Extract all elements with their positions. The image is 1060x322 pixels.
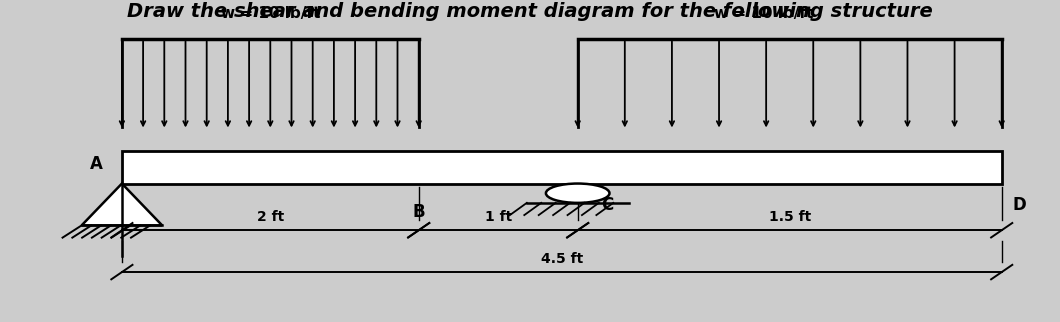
Text: w = 10 lb/ft: w = 10 lb/ft <box>220 6 320 21</box>
Text: 1.5 ft: 1.5 ft <box>768 210 811 224</box>
Text: Draw the shear and bending moment diagram for the following structure: Draw the shear and bending moment diagra… <box>127 2 933 21</box>
Polygon shape <box>82 184 162 225</box>
Text: C: C <box>601 196 614 214</box>
Text: A: A <box>90 155 103 173</box>
Text: D: D <box>1012 196 1026 214</box>
Bar <box>122 151 1002 184</box>
Text: 1 ft: 1 ft <box>484 210 512 224</box>
Text: 2 ft: 2 ft <box>257 210 284 224</box>
Circle shape <box>546 184 609 203</box>
Text: 4.5 ft: 4.5 ft <box>541 252 583 266</box>
Text: w = 10 lb/ft: w = 10 lb/ft <box>713 6 813 21</box>
Text: B: B <box>412 203 425 221</box>
